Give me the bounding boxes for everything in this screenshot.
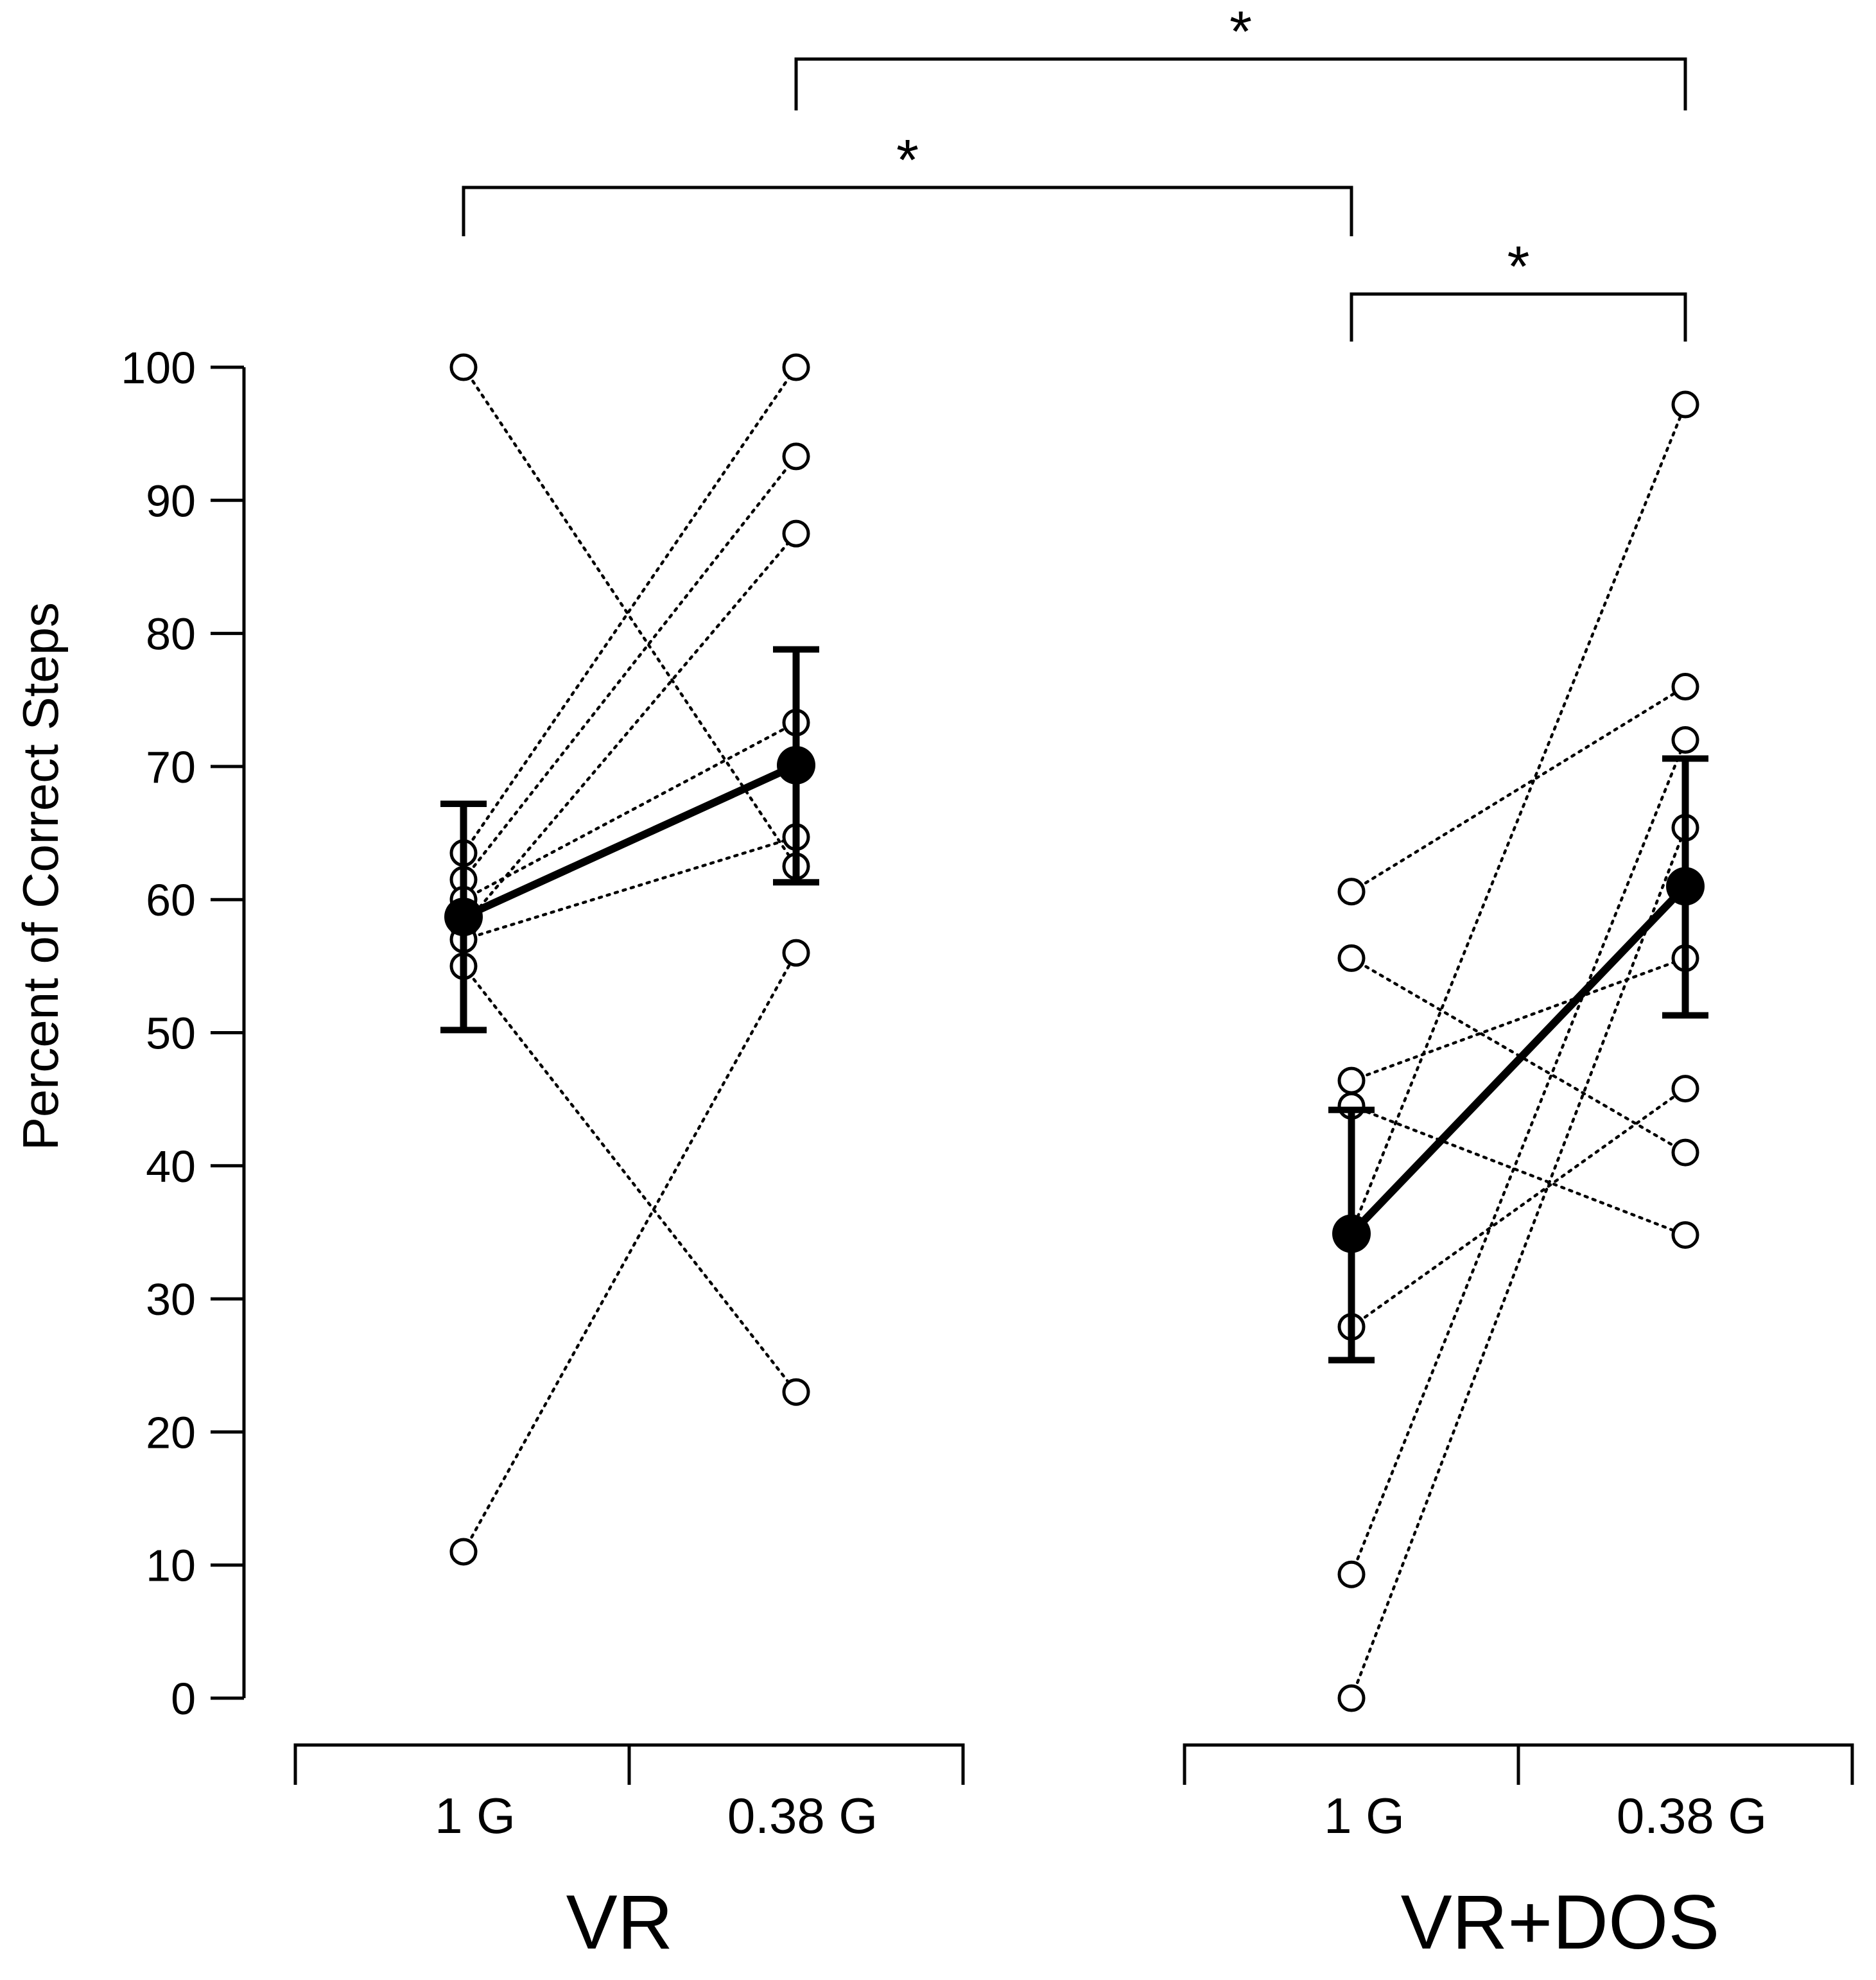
subject-point bbox=[782, 1378, 810, 1406]
subject-line bbox=[1350, 738, 1687, 1576]
significance-brackets: * * * bbox=[462, 0, 1687, 342]
subject-line bbox=[1350, 826, 1687, 1700]
x-condition-label: 0.38 G bbox=[727, 1787, 878, 1844]
axes: 0 10 20 30 40 50 60 70 80 90 100 1 G 0.38 G VR 1 G 0.38… bbox=[121, 343, 1854, 1965]
y-tick-label: 80 bbox=[146, 609, 196, 659]
subject-line bbox=[462, 365, 798, 855]
y-axis-label: Percent of Correct Steps bbox=[12, 602, 69, 1151]
subject-point bbox=[1337, 1560, 1366, 1588]
y-tick-label: 100 bbox=[121, 343, 196, 393]
y-tick-label: 10 bbox=[146, 1541, 196, 1591]
subject-point bbox=[782, 519, 810, 548]
subject-point bbox=[1671, 725, 1699, 754]
mean-markers bbox=[444, 745, 1705, 1253]
x-condition-label: 0.38 G bbox=[1617, 1787, 1767, 1844]
subject-point bbox=[449, 1538, 478, 1566]
mean-marker bbox=[1332, 1214, 1371, 1253]
subject-line bbox=[1350, 957, 1687, 1082]
y-tick-label: 20 bbox=[146, 1407, 196, 1457]
mean-marker bbox=[777, 745, 815, 785]
subject-point bbox=[1671, 1221, 1699, 1249]
y-tick-label: 30 bbox=[146, 1274, 196, 1324]
subject-point bbox=[782, 442, 810, 471]
y-tick-label: 70 bbox=[146, 742, 196, 792]
subject-line bbox=[462, 365, 798, 868]
subject-line bbox=[462, 455, 798, 881]
subject-line bbox=[462, 835, 798, 941]
y-tick-label: 0 bbox=[171, 1674, 196, 1724]
subject-point bbox=[1337, 1066, 1366, 1095]
subject-point bbox=[1671, 1075, 1699, 1103]
subject-line bbox=[462, 532, 798, 928]
subject-point bbox=[1671, 673, 1699, 701]
x-condition-label: 1 G bbox=[1324, 1787, 1405, 1844]
subject-point bbox=[782, 353, 810, 381]
subject-point bbox=[1671, 390, 1699, 419]
x-condition-label: 1 G bbox=[435, 1787, 516, 1844]
y-tick-label: 90 bbox=[146, 476, 196, 526]
subject-point bbox=[1337, 944, 1366, 972]
significance-bracket bbox=[1350, 292, 1687, 342]
significance-bracket bbox=[462, 186, 1353, 236]
subject-line bbox=[1350, 685, 1687, 894]
significance-star: * bbox=[1507, 235, 1529, 299]
significance-bracket bbox=[794, 57, 1687, 110]
significance-star: * bbox=[896, 128, 919, 193]
subject-point bbox=[449, 353, 478, 381]
mean-line bbox=[1348, 883, 1689, 1237]
mean-marker bbox=[1666, 867, 1705, 906]
subject-line bbox=[462, 964, 798, 1394]
subject-point bbox=[1671, 1138, 1699, 1167]
subject-points bbox=[449, 353, 1699, 1712]
subject-point bbox=[782, 939, 810, 967]
mean-line bbox=[462, 761, 798, 921]
subject-point bbox=[1337, 1684, 1366, 1712]
subject-line bbox=[462, 721, 798, 901]
subject-point bbox=[1337, 878, 1366, 906]
mean-marker bbox=[444, 898, 483, 937]
y-tick-label: 40 bbox=[146, 1142, 196, 1192]
subject-lines bbox=[462, 365, 1687, 1700]
x-group-label: VR bbox=[566, 1879, 673, 1965]
subject-line bbox=[1350, 1087, 1687, 1328]
x-group-label: VR+DOS bbox=[1401, 1879, 1720, 1965]
subject-line bbox=[1350, 403, 1687, 1234]
y-tick-label: 50 bbox=[146, 1009, 196, 1059]
subject-line bbox=[1350, 1104, 1687, 1237]
subject-line bbox=[462, 951, 798, 1554]
significance-star: * bbox=[1229, 0, 1252, 64]
y-tick-label: 60 bbox=[146, 875, 196, 925]
